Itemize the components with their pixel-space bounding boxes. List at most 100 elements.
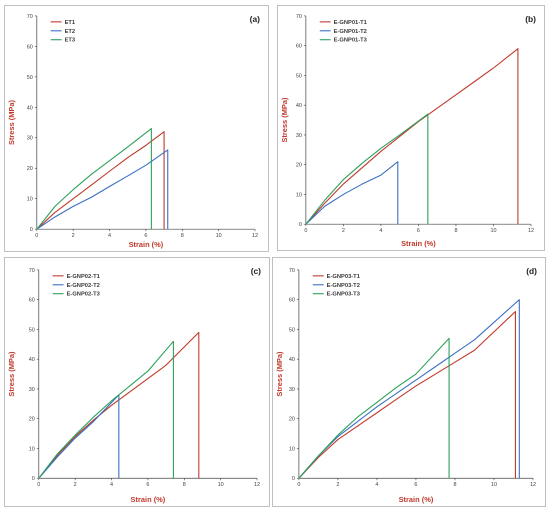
series-line-2 [305, 161, 399, 225]
y-tick-label: 10 [29, 446, 35, 452]
x-tick-label: 4 [375, 482, 378, 488]
series-line-2 [36, 149, 169, 230]
y-tick-label: 50 [29, 327, 35, 333]
y-tick-label: 50 [296, 73, 302, 79]
legend-label: E-GNP02-T1 [67, 274, 101, 280]
x-tick-label: 2 [342, 228, 345, 234]
y-tick-label: 60 [289, 298, 295, 304]
y-tick-label: 0 [32, 476, 35, 482]
y-tick-label: 10 [289, 446, 295, 452]
y-tick-label: 60 [296, 44, 302, 50]
chart-svg-a: 0 2 4 6 8 10 12 0 10 20 30 40 50 60 70 Strain (%) Stress… [7, 14, 260, 249]
y-tick-label: 30 [29, 387, 35, 393]
chart-panel-c: 0 2 4 6 8 10 12 0 10 20 30 40 50 60 70 Strain (%) Stress… [4, 257, 270, 507]
legend-label: E-GNP02-T3 [67, 292, 100, 298]
y-axis-title: Stress (MPa) [7, 351, 16, 397]
y-tick-label: 30 [27, 136, 33, 142]
y-tick-label: 0 [30, 227, 33, 233]
x-tick-label: 4 [379, 228, 382, 234]
y-tick-label: 70 [27, 14, 33, 20]
x-axis-title: Strain (%) [401, 239, 436, 248]
y-tick-label: 30 [296, 133, 302, 139]
x-tick-label: 8 [181, 233, 184, 239]
x-axis-title: Strain (%) [131, 495, 166, 504]
y-tick-label: 40 [29, 357, 35, 363]
x-tick-label: 10 [490, 228, 496, 234]
y-tick-label: 70 [29, 268, 35, 274]
series-line-1 [38, 331, 200, 479]
x-tick-label: 6 [414, 482, 417, 488]
x-tick-label: 2 [72, 233, 75, 239]
panel-label: (b) [525, 14, 536, 24]
x-tick-label: 2 [74, 482, 77, 488]
chart-panel-a: 0 2 4 6 8 10 12 0 10 20 30 40 50 60 70 Strain (%) Stress… [4, 5, 269, 252]
y-axis-title: Stress (MPa) [275, 351, 284, 397]
y-tick-label: 0 [292, 476, 295, 482]
y-tick-label: 40 [289, 357, 295, 363]
x-tick-label: 12 [530, 482, 536, 488]
y-tick-label: 70 [289, 268, 295, 274]
x-tick-label: 6 [144, 233, 147, 239]
panel-label: (d) [526, 266, 537, 276]
x-tick-label: 12 [254, 482, 260, 488]
y-tick-label: 20 [27, 166, 33, 172]
y-tick-label: 10 [296, 192, 302, 198]
chart-svg-d: 0 2 4 6 8 10 12 0 10 20 30 40 50 60 70 Strain (%) Stress… [275, 266, 537, 504]
y-tick-label: 60 [29, 298, 35, 304]
x-tick-label: 10 [218, 482, 224, 488]
x-tick-label: 0 [35, 233, 38, 239]
legend-label: E-GNP01-T1 [334, 20, 368, 26]
x-tick-label: 4 [110, 482, 113, 488]
y-tick-label: 10 [27, 197, 33, 203]
y-tick-label: 50 [289, 327, 295, 333]
x-tick-label: 10 [491, 482, 497, 488]
series-line-3 [38, 340, 174, 479]
x-tick-label: 6 [417, 228, 420, 234]
x-axis-title: Strain (%) [129, 240, 164, 249]
chart-svg-b: 0 2 4 6 8 10 12 0 10 20 30 40 50 60 70 Strain (%) Stress… [280, 14, 536, 248]
y-tick-label: 20 [29, 417, 35, 423]
panel-label: (a) [250, 14, 260, 24]
series-line-1 [298, 311, 516, 479]
panel-label: (c) [251, 266, 261, 276]
legend-label: ET3 [65, 38, 76, 44]
x-tick-label: 4 [108, 233, 111, 239]
x-tick-label: 10 [216, 233, 222, 239]
x-tick-label: 0 [37, 482, 40, 488]
y-tick-label: 70 [296, 14, 302, 20]
legend-label: E-GNP03-T3 [327, 292, 360, 298]
x-tick-label: 8 [183, 482, 186, 488]
y-tick-label: 40 [296, 103, 302, 109]
y-tick-label: 40 [27, 105, 33, 111]
x-axis-title: Strain (%) [399, 495, 434, 504]
x-tick-label: 8 [453, 482, 456, 488]
y-tick-label: 50 [27, 75, 33, 81]
legend-label: E-GNP03-T2 [327, 283, 360, 289]
y-tick-label: 0 [299, 222, 302, 228]
legend-label: E-GNP03-T1 [327, 274, 361, 280]
series-line-1 [36, 131, 165, 230]
x-tick-label: 0 [304, 228, 307, 234]
y-axis-title: Stress (MPa) [280, 97, 289, 142]
x-tick-label: 2 [336, 482, 339, 488]
legend-label: E-GNP01-T2 [334, 29, 367, 35]
x-tick-label: 8 [454, 228, 457, 234]
series-line-2 [298, 299, 520, 479]
series-line-3 [298, 337, 450, 479]
y-tick-label: 30 [289, 387, 295, 393]
legend-label: E-GNP01-T3 [334, 38, 367, 44]
chart-panel-d: 0 2 4 6 8 10 12 0 10 20 30 40 50 60 70 Strain (%) Stress… [272, 257, 546, 507]
y-axis-title: Stress (MPa) [7, 100, 16, 145]
x-tick-label: 6 [146, 482, 149, 488]
chart-svg-c: 0 2 4 6 8 10 12 0 10 20 30 40 50 60 70 Strain (%) Stress… [7, 266, 261, 504]
series-line-3 [36, 128, 152, 230]
x-tick-label: 12 [528, 228, 534, 234]
series-line-3 [305, 113, 429, 225]
series-line-2 [38, 394, 120, 479]
legend-label: E-GNP02-T2 [67, 283, 100, 289]
legend-label: ET2 [65, 29, 76, 35]
y-tick-label: 20 [296, 163, 302, 169]
legend-label: ET1 [65, 20, 76, 26]
y-tick-label: 60 [27, 44, 33, 50]
chart-panel-b: 0 2 4 6 8 10 12 0 10 20 30 40 50 60 70 Strain (%) Stress… [277, 5, 545, 251]
